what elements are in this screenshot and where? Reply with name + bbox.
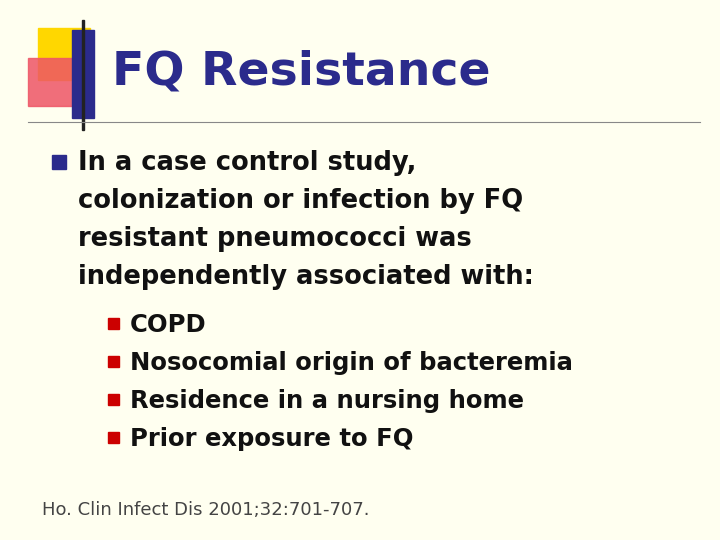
Bar xyxy=(108,394,119,405)
Text: resistant pneumococci was: resistant pneumococci was xyxy=(78,226,472,252)
Text: colonization or infection by FQ: colonization or infection by FQ xyxy=(78,188,523,214)
Text: Residence in a nursing home: Residence in a nursing home xyxy=(130,389,524,413)
Bar xyxy=(38,28,90,80)
Bar xyxy=(52,155,66,169)
Bar xyxy=(72,30,94,118)
Bar xyxy=(108,318,119,329)
Text: FQ Resistance: FQ Resistance xyxy=(112,50,490,94)
Text: Prior exposure to FQ: Prior exposure to FQ xyxy=(130,427,413,451)
Bar xyxy=(108,432,119,443)
Text: independently associated with:: independently associated with: xyxy=(78,264,534,290)
Text: Nosocomial origin of bacteremia: Nosocomial origin of bacteremia xyxy=(130,351,573,375)
Bar xyxy=(82,20,84,130)
Text: In a case control study,: In a case control study, xyxy=(78,150,416,176)
Text: Ho. Clin Infect Dis 2001;32:701-707.: Ho. Clin Infect Dis 2001;32:701-707. xyxy=(42,501,369,519)
Bar xyxy=(28,58,80,106)
Text: COPD: COPD xyxy=(130,313,207,337)
Bar xyxy=(108,356,119,367)
